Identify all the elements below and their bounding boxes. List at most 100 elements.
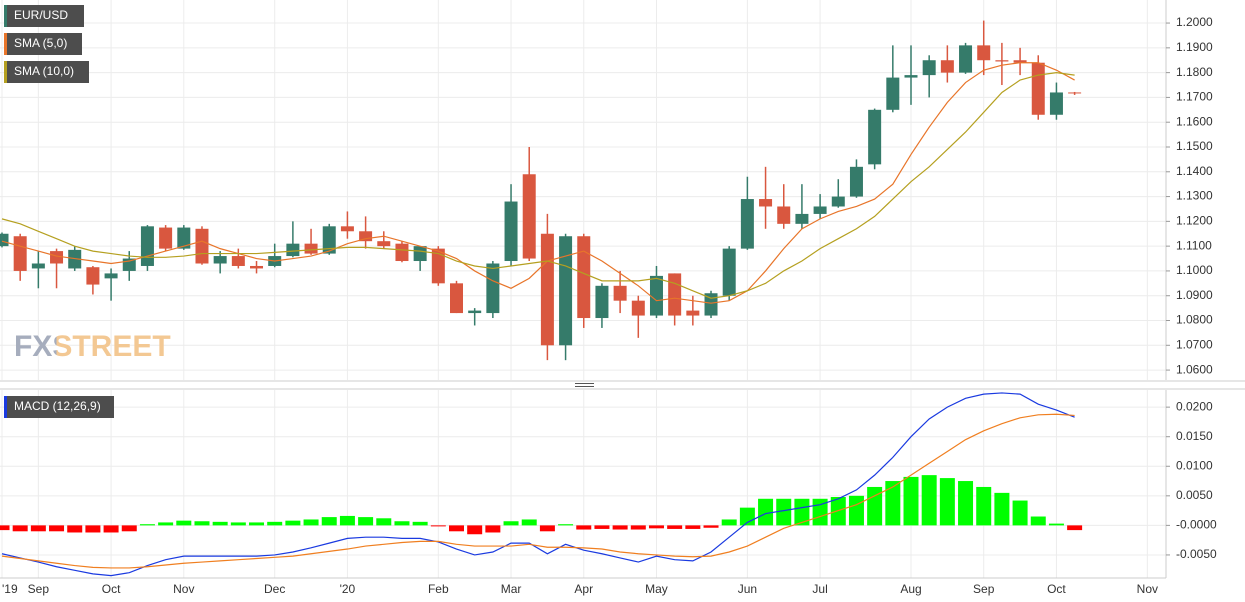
y-tick-label: 1.1400 [1176,164,1213,178]
histogram-bar [67,525,83,533]
histogram-bar [176,520,192,526]
y-tick-label: 1.0700 [1176,337,1213,351]
candle-body [213,256,227,264]
histogram-bar [612,525,628,530]
x-tick-label: Nov [1137,582,1158,596]
candle-body [831,196,845,207]
histogram-bar [212,521,228,526]
candle-body [704,293,718,316]
x-tick-label: Apr [574,582,593,596]
candle-body [304,243,318,254]
histogram-bar [449,525,464,532]
candle-body [595,285,609,319]
candle-body [468,310,482,314]
histogram-bar [321,517,337,526]
histogram-bar [1048,523,1064,526]
histogram-bar [285,520,301,526]
histogram-bar [103,525,119,533]
candle-body [0,233,9,247]
candle-body [686,310,700,316]
legend-swatch [4,396,7,418]
candle-body [977,45,991,61]
legend-swatch [4,33,7,55]
histogram-bar [685,525,701,529]
histogram-bar [558,524,574,526]
histogram-bar [85,525,101,533]
candle-body [813,206,827,214]
legend-box [4,33,82,55]
histogram-bar [303,519,319,526]
x-tick-label: '19 [2,582,18,596]
candle-body [922,60,936,76]
histogram-bar [994,492,1010,526]
line [1,392,1075,577]
histogram-bar [867,486,883,526]
y-tick-label: 1.0800 [1176,313,1213,327]
histogram-bar [630,525,646,530]
candle-body [795,213,809,224]
resize-grip[interactable] [575,383,594,387]
histogram-bar [903,476,919,526]
x-tick-label: Sep [28,582,50,596]
candle-body [904,75,918,78]
candle-body [1031,62,1045,115]
histogram-bar [376,518,392,526]
legend-box [4,61,89,83]
candle-body [577,236,591,319]
x-tick-label: Oct [1047,582,1066,596]
candle-body [868,109,882,165]
histogram-bar [958,481,974,526]
x-tick-label: Feb [428,582,449,596]
candle-body [486,263,500,314]
histogram-bar [758,498,774,526]
candle-body [522,174,536,259]
candle-body [395,243,409,262]
line [1,72,1075,299]
legend-label: SMA (10,0) [14,64,74,78]
histogram-bar [521,519,537,526]
marks [0,20,1083,577]
candle-body [886,77,900,110]
candle-body [504,201,518,262]
candle-body [1068,92,1082,94]
histogram-bar [12,525,28,532]
legend-swatch [4,61,7,83]
candle-body [959,45,973,73]
histogram-bar [467,525,483,535]
y-tick-label: 1.1800 [1176,65,1213,79]
legend-label: EUR/USD [14,8,68,22]
histogram-bar [794,498,810,526]
histogram-bar [921,475,937,526]
histogram-bar [430,525,446,527]
y-tick-label: 1.1700 [1176,90,1213,104]
y-tick-label: 1.1200 [1176,214,1213,228]
candle-body [377,241,391,247]
histogram-bar [158,522,174,526]
x-tick-label: Nov [173,582,194,596]
candle-body [159,227,173,249]
legend: EUR/USD SMA (5,0) SMA (10,0) MACD (12,26,9) [4,5,114,418]
y-tick-label: 0.0100 [1176,458,1213,472]
candle-body [68,249,82,269]
candle-body [722,248,736,296]
x-tick-label: Dec [264,582,285,596]
histogram-bar [0,525,10,531]
histogram-bar [939,478,955,526]
candle-body [668,273,682,316]
candle-body [250,265,264,269]
candle-body [286,243,300,257]
histogram-bar [885,481,901,526]
histogram-bar [1030,516,1046,526]
candle-body [340,226,354,232]
candle-body [50,251,64,264]
candle-body [649,275,663,316]
candle-body [740,199,754,249]
histogram-bar [249,522,265,526]
y-tick-label: 0.0200 [1176,399,1213,413]
x-tick-label: Oct [102,582,121,596]
histogram-bar [703,525,719,528]
histogram-bar [667,525,683,529]
histogram-bar [194,521,210,526]
x-tick-label: Aug [900,582,921,596]
